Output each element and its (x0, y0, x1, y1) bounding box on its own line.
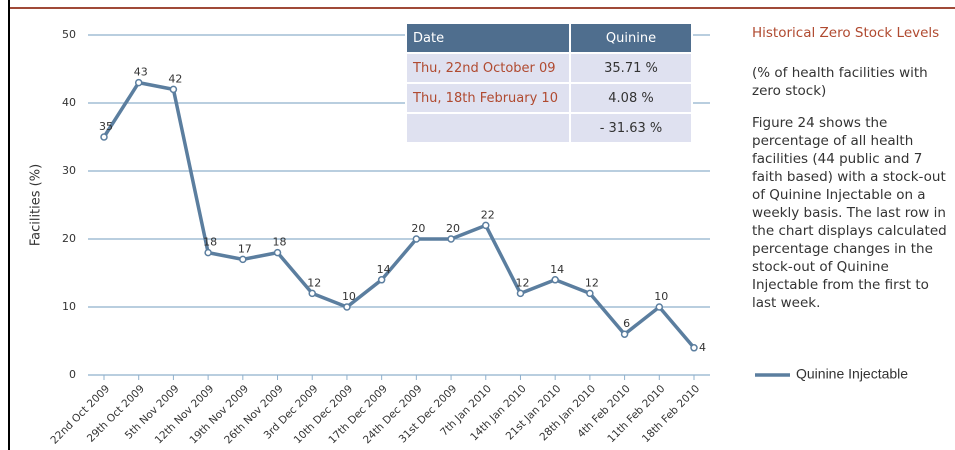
point (690, 344, 698, 352)
point (100, 133, 108, 141)
data-label: 12 (515, 276, 529, 289)
value-cell: - 31.63 % (569, 112, 693, 144)
data-label: 14 (377, 263, 391, 276)
point (482, 221, 490, 230)
panel-text: Figure 24 shows the percentage of all he… (752, 115, 947, 311)
point (204, 248, 212, 257)
side-panel: Historical Zero Stock Levels (% of healt… (752, 24, 955, 312)
y-tick-label: 0 (69, 368, 76, 381)
point (134, 78, 143, 87)
date-cell (405, 112, 571, 144)
x-tick-label: 22nd Oct 2009 (48, 383, 112, 447)
data-label: 14 (550, 263, 564, 276)
data-label: 12 (307, 276, 321, 289)
data-label: 42 (168, 72, 182, 85)
y-tick-label: 40 (62, 96, 76, 109)
data-label: 18 (273, 236, 287, 249)
data-label: 18 (203, 236, 217, 249)
legend-label: Quinine Injectable (796, 366, 908, 382)
y-tick-label: 20 (62, 232, 76, 245)
point (308, 289, 316, 298)
value-cell: 35.71 % (569, 52, 693, 84)
point (377, 276, 386, 284)
point (412, 235, 421, 243)
panel-subtitle: (% of health facilities with zero stock) (752, 65, 928, 99)
point (169, 85, 178, 94)
data-label: 22 (481, 208, 495, 221)
date-cell: Thu, 18th February 10 (405, 82, 571, 114)
data-label: 4 (699, 341, 706, 354)
summary-table: Date Quinine Thu, 22nd October 09 35.71 % Th… (405, 22, 693, 144)
panel-title: Historical Zero Stock Levels (752, 25, 940, 41)
table-header-row: Date Quinine (405, 22, 693, 54)
data-label: 20 (446, 222, 460, 235)
data-label: 17 (238, 242, 252, 255)
point (447, 235, 455, 243)
series-line (102, 80, 696, 349)
y-tick-label: 30 (62, 164, 76, 177)
point (343, 303, 351, 311)
data-label: 10 (342, 290, 356, 303)
date-cell: Thu, 22nd October 09 (405, 52, 571, 84)
data-label: 20 (411, 222, 425, 235)
point (239, 255, 247, 264)
data-label: 43 (134, 66, 148, 79)
table-row: Thu, 18th February 10 4.08 % (405, 82, 693, 114)
point (586, 289, 594, 298)
value-cell: 4.08 % (569, 82, 693, 114)
table-header-cell: Quinine (569, 22, 693, 54)
point (273, 248, 282, 257)
data-label: 6 (623, 317, 630, 330)
data-label: 12 (585, 276, 599, 289)
y-axis-label: Facilities (%) (29, 164, 44, 246)
data-label: 35 (99, 120, 113, 133)
y-tick-label: 50 (62, 28, 76, 41)
data-label: 10 (654, 290, 668, 303)
point (620, 330, 629, 338)
point (516, 289, 525, 298)
table-row: - 31.63 % (405, 112, 693, 144)
y-tick-label: 10 (62, 300, 76, 313)
table-row: Thu, 22nd October 09 35.71 % (405, 52, 693, 84)
table-header-cell: Date (405, 22, 571, 54)
point (655, 303, 664, 311)
point (551, 276, 559, 284)
